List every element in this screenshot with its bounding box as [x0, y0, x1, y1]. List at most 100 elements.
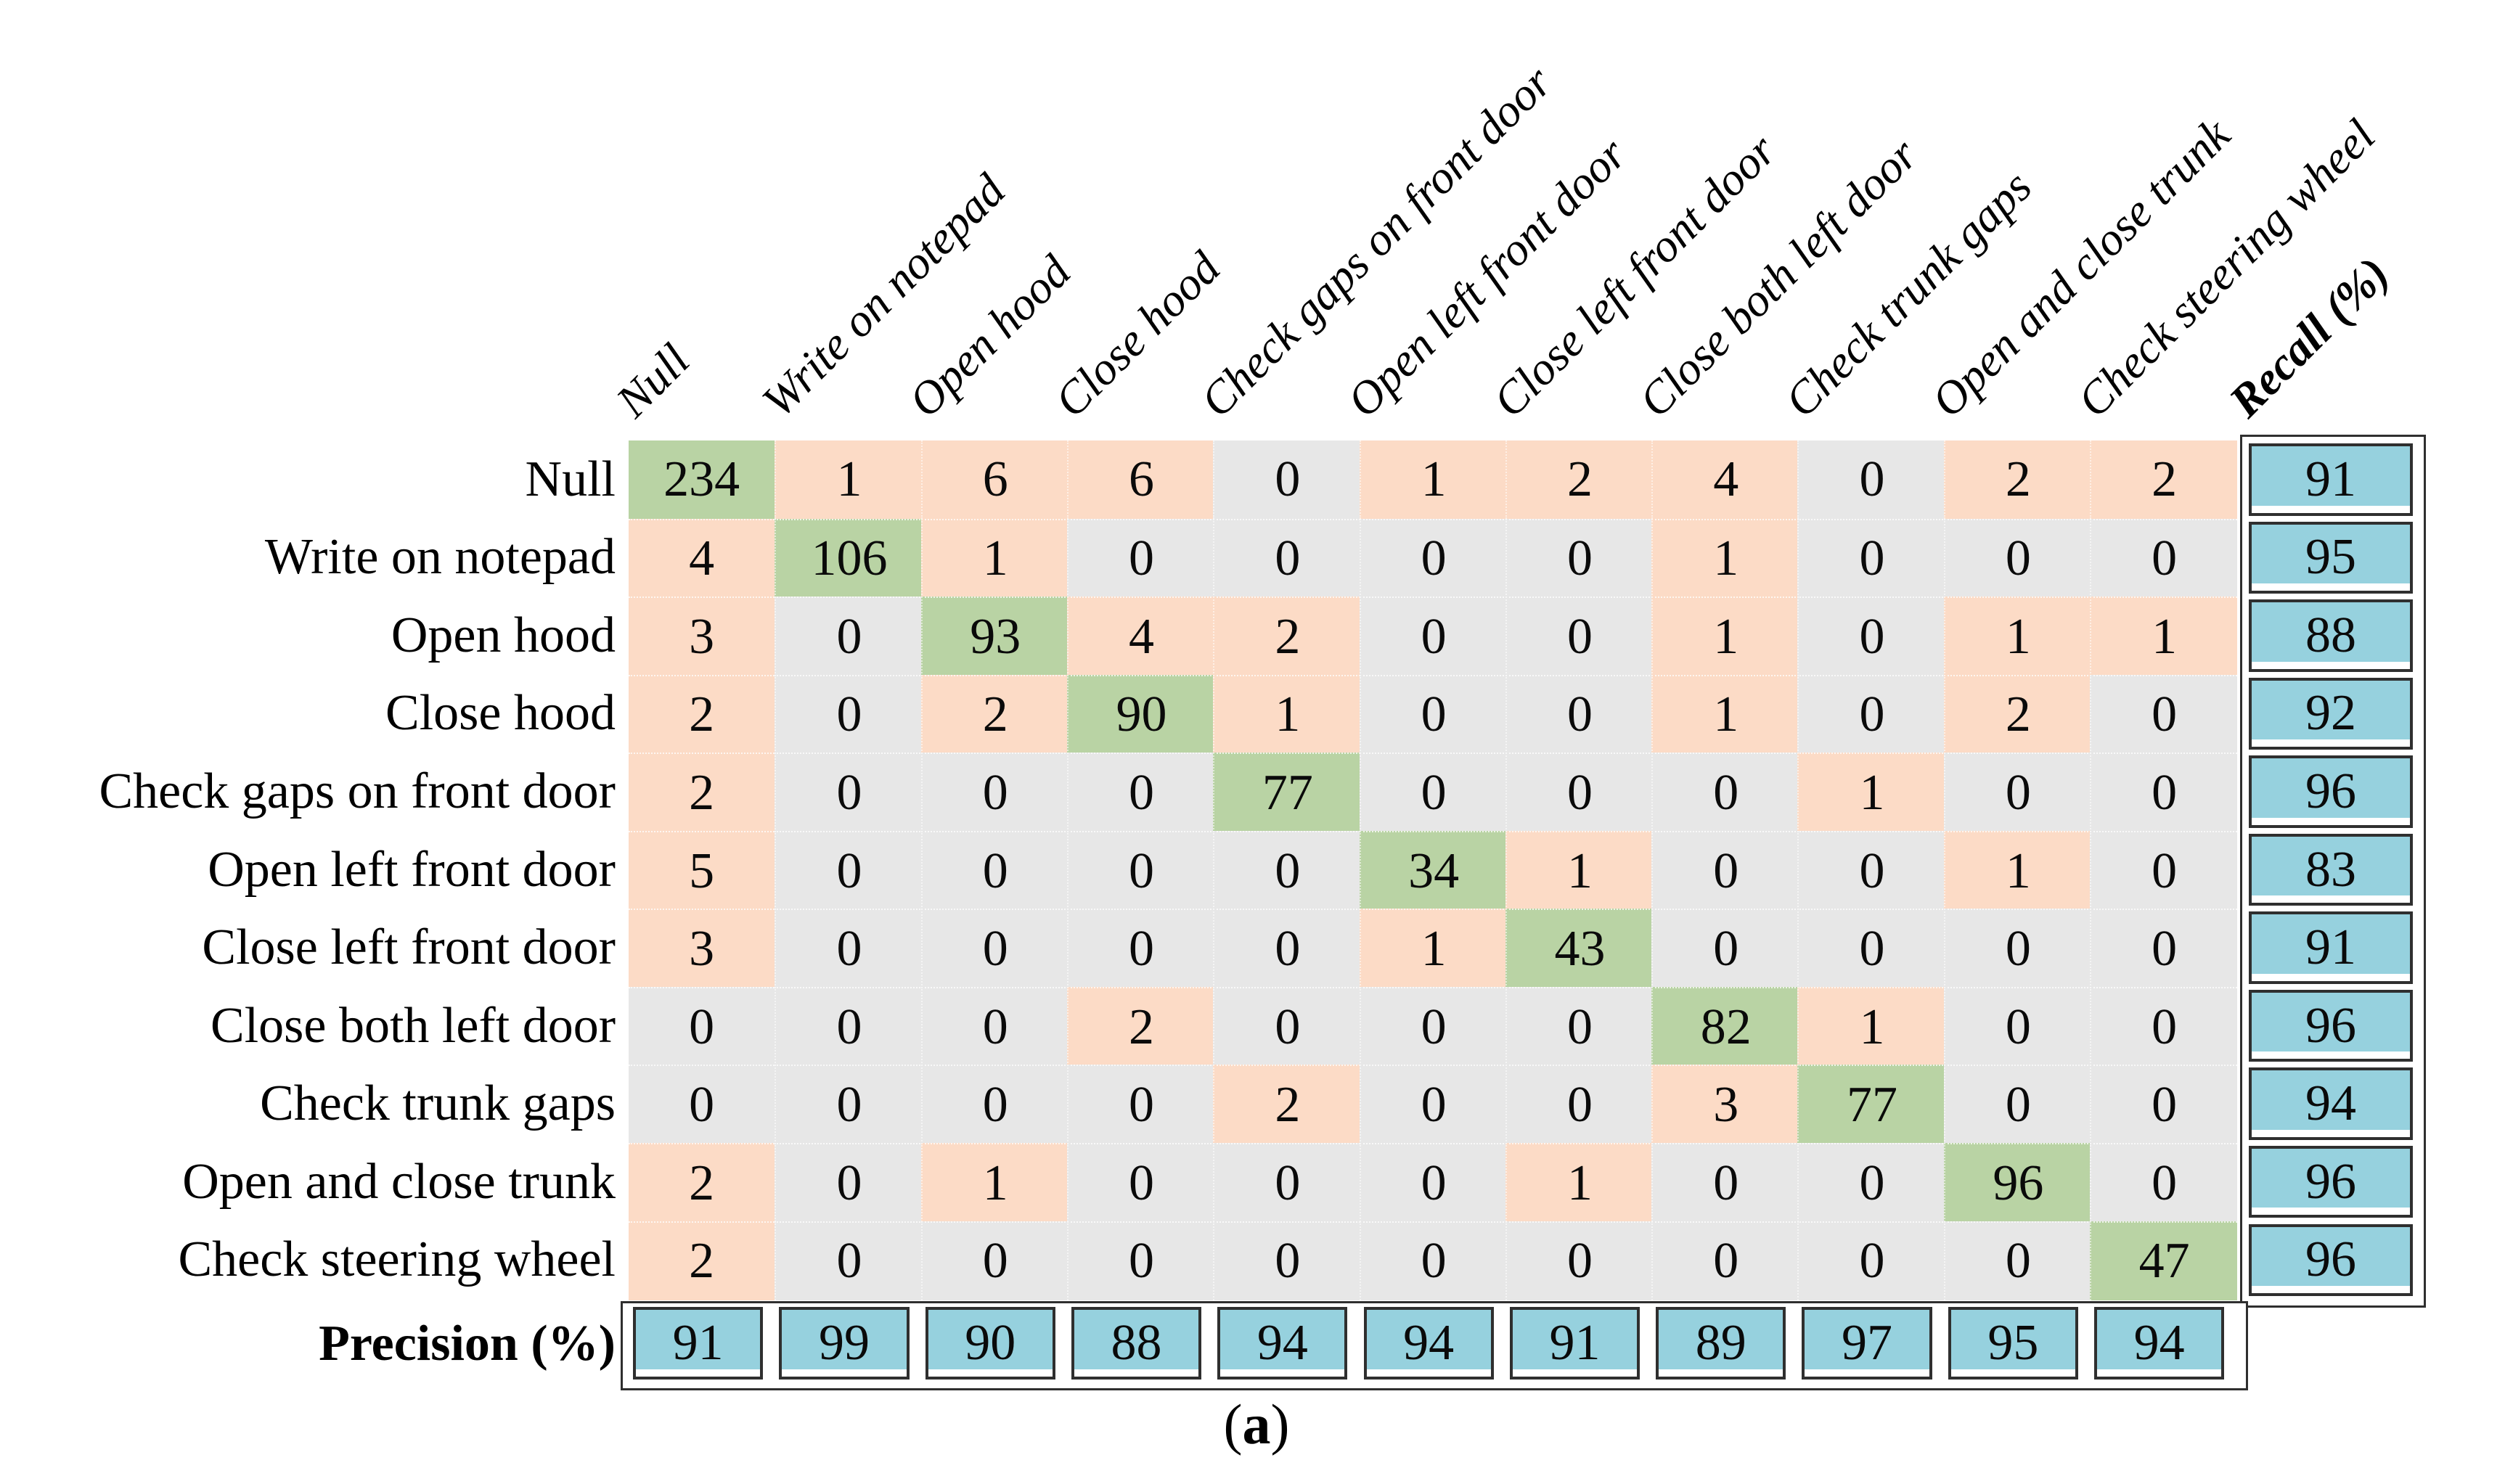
matrix-cell: 0	[1505, 1065, 1654, 1144]
precision-cell: 88	[1071, 1307, 1202, 1380]
matrix-cell: 0	[1505, 597, 1654, 676]
matrix-cell: 0	[1797, 909, 1945, 988]
matrix-cell: 1	[1943, 830, 2091, 911]
matrix-cell: 1	[920, 518, 1068, 599]
matrix-cell: 0	[775, 597, 923, 676]
recall-cell: 95	[2249, 521, 2413, 594]
matrix-cell: 6	[920, 440, 1068, 519]
matrix-cell: 0	[1213, 1221, 1361, 1301]
matrix-cell: 0	[1505, 674, 1654, 755]
matrix-cell: 0	[1505, 986, 1654, 1067]
matrix-cell: 0	[1359, 753, 1507, 832]
recall-cell: 94	[2249, 1067, 2413, 1140]
matrix-cell: 2	[1505, 440, 1654, 519]
matrix-cell: 1	[1359, 909, 1507, 988]
matrix-cell: 0	[1651, 1221, 1799, 1301]
matrix-cell: 2	[1066, 986, 1215, 1067]
matrix-cell: 0	[2090, 1142, 2238, 1223]
matrix-cell: 0	[1359, 597, 1507, 676]
precision-cell: 94	[1217, 1307, 1348, 1380]
matrix-cell: 1	[1651, 518, 1799, 599]
matrix-cell: 82	[1651, 986, 1799, 1067]
matrix-cell: 0	[1651, 1142, 1799, 1223]
matrix-cell: 0	[775, 1142, 923, 1223]
matrix-cell: 0	[775, 1221, 923, 1301]
matrix-cell: 2	[629, 1142, 775, 1223]
column-header: Close left front door	[1482, 124, 1786, 427]
row-label: Open hood	[391, 607, 616, 663]
matrix-cell: 0	[1505, 1221, 1654, 1301]
row-label: Open left front door	[208, 841, 616, 898]
row-label: Check trunk gaps	[260, 1075, 616, 1132]
recall-cell: 91	[2249, 911, 2413, 984]
matrix-cell: 0	[920, 909, 1068, 988]
matrix-cell: 0	[1359, 1065, 1507, 1144]
precision-cell: 89	[1656, 1307, 1786, 1380]
matrix-cell: 93	[920, 597, 1068, 676]
matrix-cell: 4	[1651, 440, 1799, 519]
precision-cell: 94	[2094, 1307, 2225, 1380]
row-label: Open and close trunk	[182, 1153, 616, 1210]
matrix-cell: 0	[1359, 986, 1507, 1067]
recall-cell: 92	[2249, 677, 2413, 750]
matrix-cell: 0	[920, 753, 1068, 832]
matrix-cell: 5	[629, 830, 775, 911]
matrix-cell: 0	[1505, 753, 1654, 832]
matrix-cell: 1	[1359, 440, 1507, 519]
matrix-cell: 96	[1943, 1142, 2091, 1223]
matrix-cell: 1	[1797, 753, 1945, 832]
recall-cell: 83	[2249, 833, 2413, 906]
precision-cell: 95	[1948, 1307, 2078, 1380]
row-label: Null	[525, 451, 616, 507]
matrix-cell: 2	[629, 674, 775, 755]
matrix-cell: 6	[1066, 440, 1215, 519]
row-label: Check gaps on front door	[99, 763, 616, 819]
matrix-cell: 2	[2090, 440, 2238, 519]
column-header: Write on notepad	[752, 164, 1016, 427]
precision-cell: 99	[779, 1307, 910, 1380]
matrix-cell: 0	[1797, 440, 1945, 519]
matrix-cell: 1	[1505, 830, 1654, 911]
matrix-cell: 0	[1797, 830, 1945, 911]
matrix-cell: 3	[1651, 1065, 1799, 1144]
matrix-cell: 2	[629, 753, 775, 832]
matrix-cell: 0	[1066, 909, 1215, 988]
matrix-cell: 0	[775, 753, 923, 832]
recall-cell: 91	[2249, 443, 2413, 516]
matrix-cell: 1	[775, 440, 923, 519]
matrix-cell: 0	[2090, 1065, 2238, 1144]
matrix-cell: 1	[2090, 597, 2238, 676]
matrix-cell: 234	[629, 440, 775, 519]
matrix-cell: 1	[1651, 597, 1799, 676]
matrix-cell: 0	[1359, 1142, 1507, 1223]
column-header: Null	[606, 334, 700, 427]
matrix-cell: 0	[2090, 674, 2238, 755]
caption-close-paren: )	[1270, 1393, 1290, 1456]
precision-cell: 94	[1363, 1307, 1494, 1380]
matrix-cell: 0	[1505, 518, 1654, 599]
caption-letter: a	[1242, 1393, 1271, 1456]
matrix-cell: 0	[775, 1065, 923, 1144]
matrix-cell: 3	[629, 909, 775, 988]
matrix-cell: 1	[1797, 986, 1945, 1067]
column-header: Close both left door	[1629, 128, 1928, 427]
row-label: Close both left door	[211, 997, 616, 1054]
matrix-cell: 0	[629, 1065, 775, 1144]
column-header: Check trunk gaps	[1775, 160, 2042, 427]
matrix-cell: 0	[775, 830, 923, 911]
matrix-cell: 2	[1943, 674, 2091, 755]
matrix-cell: 0	[775, 674, 923, 755]
matrix-cell: 0	[1943, 1065, 2091, 1144]
matrix-cell: 0	[1066, 1142, 1215, 1223]
matrix-cell: 0	[920, 1221, 1068, 1301]
matrix-cell: 0	[1359, 674, 1507, 755]
matrix-cell: 0	[1213, 830, 1361, 911]
matrix-cell: 0	[1213, 1142, 1361, 1223]
matrix-cell: 0	[1943, 753, 2091, 832]
caption-open-paren: (	[1223, 1393, 1243, 1456]
matrix-cell: 0	[1359, 518, 1507, 599]
recall-cell: 96	[2249, 1223, 2413, 1297]
matrix-cell: 0	[1651, 753, 1799, 832]
matrix-cell: 3	[629, 597, 775, 676]
matrix-cell: 0	[1066, 830, 1215, 911]
